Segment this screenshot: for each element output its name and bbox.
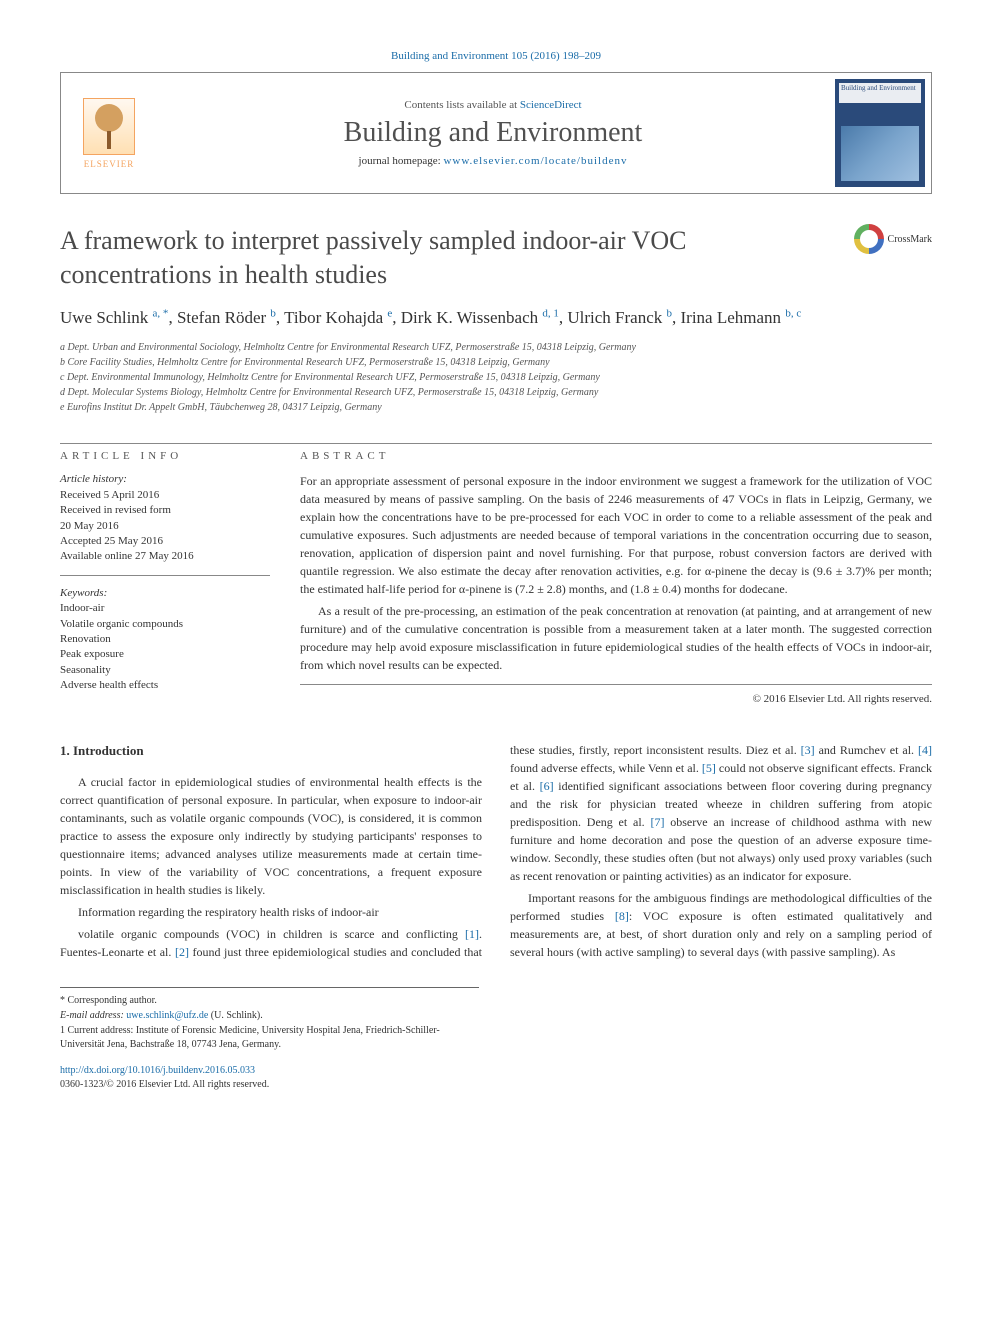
abstract-copyright: © 2016 Elsevier Ltd. All rights reserved… bbox=[300, 684, 932, 705]
body-paragraph: Important reasons for the ambiguous find… bbox=[510, 889, 932, 961]
history-item: Received 5 April 2016 bbox=[60, 489, 159, 501]
footnote-1: 1 Current address: Institute of Forensic… bbox=[60, 1024, 479, 1052]
affiliation-item: c Dept. Environmental Immunology, Helmho… bbox=[60, 371, 932, 385]
affiliations: a Dept. Urban and Environmental Sociolog… bbox=[60, 341, 932, 415]
contents-available-line: Contents lists available at ScienceDirec… bbox=[165, 99, 821, 111]
affiliation-item: b Core Facility Studies, Helmholtz Centr… bbox=[60, 356, 932, 370]
history-item: Received in revised form bbox=[60, 504, 171, 516]
publisher-name: ELSEVIER bbox=[84, 159, 135, 169]
keywords-heading: Keywords: bbox=[60, 587, 107, 599]
article-title: A framework to interpret passively sampl… bbox=[60, 224, 834, 292]
author-list: Uwe Schlink a, *, Stefan Röder b, Tibor … bbox=[60, 306, 932, 330]
email-footnote: E-mail address: uwe.schlink@ufz.de (U. S… bbox=[60, 1009, 479, 1023]
corresponding-author-note: * Corresponding author. bbox=[60, 994, 479, 1008]
homepage-url[interactable]: www.elsevier.com/locate/buildenv bbox=[443, 155, 627, 167]
doi-block: http://dx.doi.org/10.1016/j.buildenv.201… bbox=[60, 1064, 932, 1092]
keyword-item: Peak exposure bbox=[60, 648, 124, 660]
journal-cover-thumbnail[interactable]: Building and Environment bbox=[835, 79, 925, 187]
footnotes: * Corresponding author. E-mail address: … bbox=[60, 987, 479, 1052]
crossmark-icon bbox=[854, 224, 884, 254]
cover-label: Building and Environment bbox=[841, 84, 916, 92]
email-label: E-mail address: bbox=[60, 1010, 126, 1021]
history-item: 20 May 2016 bbox=[60, 520, 119, 532]
abstract-text: For an appropriate assessment of persona… bbox=[300, 472, 932, 674]
elsevier-logo[interactable]: ELSEVIER bbox=[61, 73, 157, 193]
journal-header-box: ELSEVIER Contents lists available at Sci… bbox=[60, 72, 932, 194]
author-email-link[interactable]: uwe.schlink@ufz.de bbox=[126, 1010, 208, 1021]
homepage-prefix: journal homepage: bbox=[359, 155, 444, 167]
history-item: Available online 27 May 2016 bbox=[60, 550, 194, 562]
history-heading: Article history: bbox=[60, 473, 127, 485]
keyword-item: Volatile organic compounds bbox=[60, 618, 183, 630]
contents-prefix: Contents lists available at bbox=[404, 99, 519, 111]
article-body: 1. Introduction A crucial factor in epid… bbox=[60, 741, 932, 963]
article-info-heading: ARTICLE INFO bbox=[60, 450, 270, 462]
issn-copyright: 0360-1323/© 2016 Elsevier Ltd. All right… bbox=[60, 1078, 932, 1092]
intro-heading: 1. Introduction bbox=[60, 741, 482, 761]
homepage-line: journal homepage: www.elsevier.com/locat… bbox=[165, 155, 821, 167]
affiliation-item: d Dept. Molecular Systems Biology, Helmh… bbox=[60, 386, 932, 400]
body-paragraph: A crucial factor in epidemiological stud… bbox=[60, 773, 482, 899]
body-paragraph: Information regarding the respiratory he… bbox=[60, 903, 482, 921]
cover-image-icon bbox=[841, 126, 919, 181]
article-history-block: Article history: Received 5 April 2016 R… bbox=[60, 472, 270, 575]
journal-title: Building and Environment bbox=[165, 117, 821, 149]
journal-reference: Building and Environment 105 (2016) 198–… bbox=[60, 50, 932, 62]
abstract-paragraph: For an appropriate assessment of persona… bbox=[300, 472, 932, 598]
keyword-item: Renovation bbox=[60, 633, 111, 645]
abstract-paragraph: As a result of the pre-processing, an es… bbox=[300, 602, 932, 674]
keyword-item: Indoor-air bbox=[60, 602, 104, 614]
affiliation-item: a Dept. Urban and Environmental Sociolog… bbox=[60, 341, 932, 355]
crossmark-label: CrossMark bbox=[888, 234, 932, 245]
crossmark-button[interactable]: CrossMark bbox=[854, 224, 932, 254]
keyword-item: Adverse health effects bbox=[60, 679, 158, 691]
keywords-block: Keywords: Indoor-air Volatile organic co… bbox=[60, 586, 270, 694]
elsevier-tree-icon bbox=[83, 98, 135, 155]
history-item: Accepted 25 May 2016 bbox=[60, 535, 163, 547]
doi-link[interactable]: http://dx.doi.org/10.1016/j.buildenv.201… bbox=[60, 1064, 932, 1078]
keyword-item: Seasonality bbox=[60, 664, 111, 676]
affiliation-item: e Eurofins Institut Dr. Appelt GmbH, Täu… bbox=[60, 401, 932, 415]
abstract-heading: ABSTRACT bbox=[300, 450, 932, 462]
email-suffix: (U. Schlink). bbox=[211, 1010, 263, 1021]
sciencedirect-link[interactable]: ScienceDirect bbox=[520, 99, 582, 111]
